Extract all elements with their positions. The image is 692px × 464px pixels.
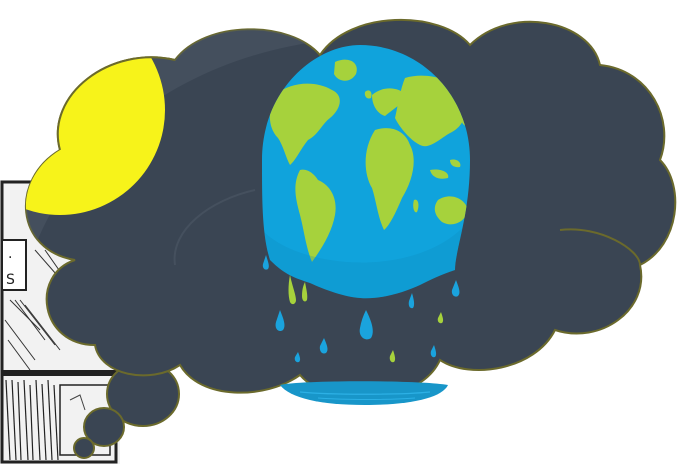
green-drip <box>288 275 296 305</box>
continents <box>269 59 469 262</box>
water-drops <box>262 255 460 363</box>
svg-text:S: S <box>6 272 15 288</box>
thought-bubble-tail <box>73 361 180 459</box>
svg-text:·: · <box>8 250 12 266</box>
water-puddle <box>280 381 448 405</box>
cloud-bump <box>22 50 250 250</box>
